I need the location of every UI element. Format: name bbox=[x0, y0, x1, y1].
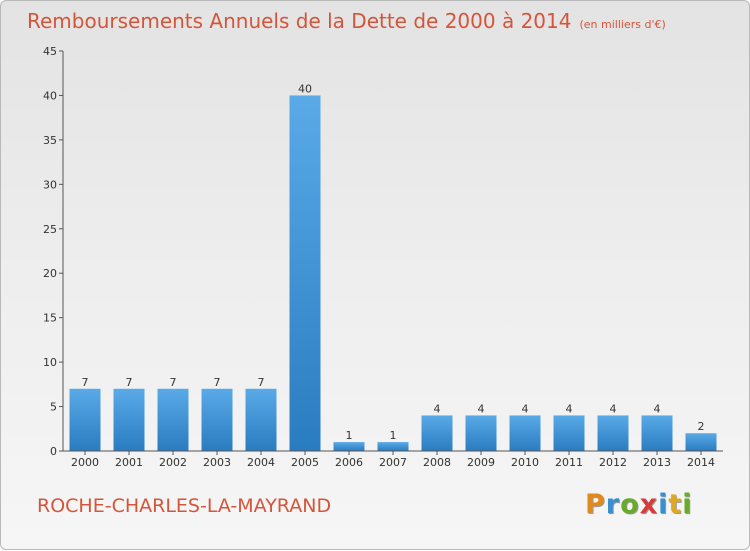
y-tick-label: 35 bbox=[43, 134, 57, 147]
commune-name: ROCHE-CHARLES-LA-MAYRAND bbox=[37, 495, 332, 517]
x-tick-label-2013: 2013 bbox=[643, 456, 671, 469]
x-tick-label-2010: 2010 bbox=[511, 456, 539, 469]
y-tick-label: 15 bbox=[43, 312, 57, 325]
bar-2007 bbox=[377, 442, 409, 451]
bar-2004 bbox=[245, 388, 277, 451]
proxiti-logo: Proxiti bbox=[585, 489, 693, 520]
bar-2002 bbox=[157, 388, 189, 451]
x-tick-label-2002: 2002 bbox=[159, 456, 187, 469]
x-tick-label-2009: 2009 bbox=[467, 456, 495, 469]
y-tick-label: 5 bbox=[50, 401, 57, 414]
y-tick-label: 45 bbox=[43, 45, 57, 58]
x-tick-label-2000: 2000 bbox=[71, 456, 99, 469]
x-tick-label-2005: 2005 bbox=[291, 456, 319, 469]
bar-2006 bbox=[333, 442, 365, 451]
x-tick-label-2012: 2012 bbox=[599, 456, 627, 469]
data-label-2000: 7 bbox=[82, 376, 89, 389]
bar-2011 bbox=[553, 415, 585, 451]
x-tick-label-2006: 2006 bbox=[335, 456, 363, 469]
chart-unit: (en milliers d'€) bbox=[579, 18, 666, 31]
y-tick-label: 40 bbox=[43, 89, 57, 102]
chart-title-text: Remboursements Annuels de la Dette de 20… bbox=[27, 9, 572, 33]
data-label-2007: 1 bbox=[390, 429, 397, 442]
data-label-2014: 2 bbox=[698, 420, 705, 433]
bar-2010 bbox=[509, 415, 541, 451]
bar-2014 bbox=[685, 433, 717, 451]
x-tick-label-2011: 2011 bbox=[555, 456, 583, 469]
data-label-2008: 4 bbox=[434, 402, 441, 415]
logo-letter: o bbox=[620, 489, 640, 520]
logo-letter: t bbox=[668, 489, 683, 520]
data-label-2009: 4 bbox=[478, 402, 485, 415]
x-tick-label-2008: 2008 bbox=[423, 456, 451, 469]
data-label-2011: 4 bbox=[566, 402, 573, 415]
data-label-2001: 7 bbox=[126, 376, 133, 389]
data-label-2013: 4 bbox=[654, 402, 661, 415]
chart-title: Remboursements Annuels de la Dette de 20… bbox=[27, 9, 666, 33]
data-label-2002: 7 bbox=[170, 376, 177, 389]
bars: 7 7 7 7 7 40 1 1 4 4 4 4 4 4 2 bbox=[69, 82, 717, 451]
x-tick-label-2003: 2003 bbox=[203, 456, 231, 469]
logo-letter: x bbox=[639, 489, 659, 520]
logo-letter: i bbox=[682, 489, 693, 520]
data-label-2003: 7 bbox=[214, 376, 221, 389]
x-tick-label-2007: 2007 bbox=[379, 456, 407, 469]
x-tick-label-2014: 2014 bbox=[687, 456, 715, 469]
bar-2012 bbox=[597, 415, 629, 451]
bar-2008 bbox=[421, 415, 453, 451]
data-label-2004: 7 bbox=[258, 376, 265, 389]
logo-letter: r bbox=[605, 489, 621, 520]
bar-2005 bbox=[289, 95, 321, 451]
bar-2001 bbox=[113, 388, 145, 451]
bar-2000 bbox=[69, 388, 101, 451]
data-label-2005: 40 bbox=[298, 82, 312, 95]
logo-letter: P bbox=[585, 489, 606, 520]
bar-2009 bbox=[465, 415, 497, 451]
y-tick-label: 30 bbox=[43, 178, 57, 191]
bar-2003 bbox=[201, 388, 233, 451]
y-tick-label: 25 bbox=[43, 223, 57, 236]
data-label-2010: 4 bbox=[522, 402, 529, 415]
y-tick-label: 10 bbox=[43, 356, 57, 369]
y-tick-label: 0 bbox=[50, 445, 57, 458]
y-tick-label: 20 bbox=[43, 267, 57, 280]
bar-2013 bbox=[641, 415, 673, 451]
data-label-2012: 4 bbox=[610, 402, 617, 415]
data-label-2006: 1 bbox=[346, 429, 353, 442]
y-axis: 0 5 10 15 20 25 30 35 40 45 bbox=[43, 45, 64, 458]
x-tick-label-2001: 2001 bbox=[115, 456, 143, 469]
x-tick-label-2004: 2004 bbox=[247, 456, 275, 469]
logo-letter: i bbox=[658, 489, 669, 520]
x-axis: 2000 2001 2002 2003 2004 2005 2006 2007 2008 2009… bbox=[63, 450, 723, 469]
